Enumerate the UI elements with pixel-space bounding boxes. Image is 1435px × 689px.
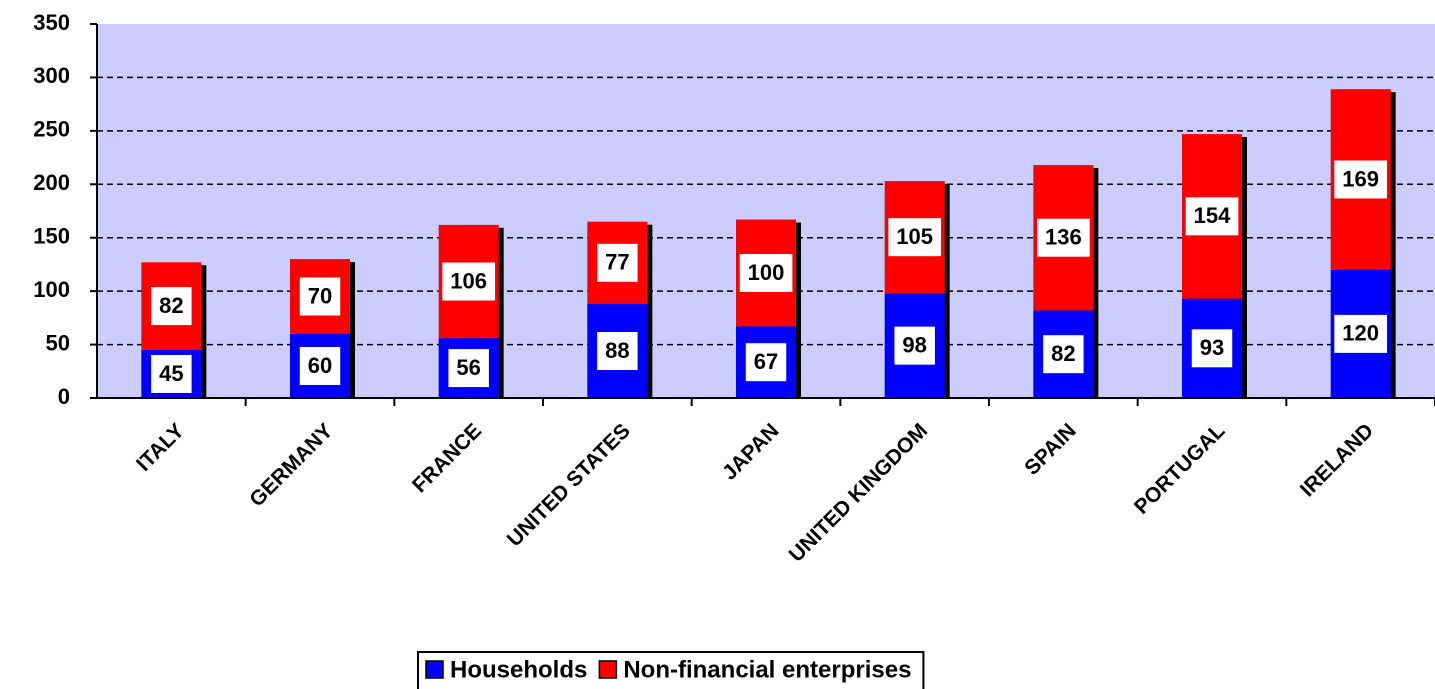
data-label: 67 [745, 343, 787, 382]
x-tick-label: FRANCE [408, 419, 486, 497]
data-label-box [1036, 218, 1090, 257]
data-label-box [1185, 197, 1239, 236]
y-tick-label: 250 [33, 117, 70, 142]
data-label-text: 120 [1342, 321, 1379, 346]
data-label-text: 77 [605, 250, 629, 275]
data-label-box [1334, 160, 1388, 199]
data-label: 56 [448, 349, 489, 388]
data-label-text: 93 [1200, 335, 1224, 360]
data-label-text: 154 [1194, 203, 1231, 228]
data-label-text: 45 [159, 361, 183, 386]
data-label-text: 82 [1051, 341, 1075, 366]
legend-swatch [425, 660, 444, 679]
data-label: 60 [299, 346, 341, 385]
data-label-text: 136 [1045, 225, 1082, 250]
data-label: 98 [894, 326, 935, 365]
data-label: 100 [739, 253, 793, 292]
data-label: 169 [1334, 160, 1388, 199]
y-tick-label: 300 [33, 63, 70, 88]
data-label-text: 98 [902, 332, 926, 357]
data-label: 106 [442, 262, 496, 301]
data-label: 70 [299, 277, 341, 316]
data-label-text: 100 [748, 260, 785, 285]
data-label-box [1334, 314, 1388, 353]
x-tick-label: GERMANY [245, 419, 337, 511]
legend: Households Non-financial enterprises [417, 651, 925, 689]
x-tick-label: UNITED STATES [503, 419, 635, 551]
data-label: 82 [151, 287, 192, 326]
x-tick-label: UNITED KINGDOM [785, 419, 932, 566]
legend-label: Non-financial enterprises [623, 656, 911, 683]
data-label-text: 60 [308, 353, 332, 378]
y-tick-label: 200 [33, 170, 70, 195]
data-label: 136 [1036, 218, 1090, 257]
data-label-text: 70 [308, 283, 332, 308]
data-label-box [894, 326, 935, 365]
data-label-box [1191, 329, 1233, 368]
data-label-text: 67 [754, 349, 778, 374]
data-label-text: 56 [456, 355, 480, 380]
data-label-text: 88 [605, 338, 629, 363]
data-label: 120 [1334, 314, 1388, 353]
y-tick-label: 100 [33, 277, 70, 302]
x-tick-label: JAPAN [718, 419, 783, 484]
data-label: 45 [151, 354, 192, 393]
y-tick-label: 0 [58, 384, 70, 409]
data-label-box [442, 262, 496, 301]
data-label-text: 82 [159, 293, 183, 318]
data-label-box [739, 253, 793, 292]
legend-label: Households [450, 656, 587, 683]
data-label: 93 [1191, 329, 1233, 368]
data-label: 154 [1185, 197, 1239, 236]
x-tick-label: PORTUGAL [1130, 419, 1230, 519]
data-label: 77 [597, 243, 638, 282]
data-label: 82 [1043, 335, 1084, 374]
data-label-box [597, 243, 638, 282]
legend-box [417, 651, 925, 689]
y-tick-label: 50 [46, 330, 70, 355]
x-tick-label: IRELAND [1296, 419, 1378, 501]
x-tick-label: ITALY [132, 419, 189, 476]
x-tick-label: SPAIN [1020, 419, 1081, 480]
y-tick-label: 350 [33, 10, 70, 35]
data-label-text: 169 [1342, 166, 1379, 191]
data-label-box [448, 349, 489, 388]
data-label-box [151, 354, 192, 393]
data-label-box [1043, 335, 1084, 374]
data-label-box [597, 331, 638, 370]
y-tick-label: 150 [33, 224, 70, 249]
data-label-box [888, 218, 942, 257]
data-label-box [151, 287, 192, 326]
data-label: 105 [888, 218, 942, 257]
data-label-box [299, 277, 341, 316]
data-label-text: 105 [896, 224, 933, 249]
data-label-text: 106 [450, 268, 487, 293]
data-label-box [745, 343, 787, 382]
data-label: 88 [597, 331, 638, 370]
legend-swatch [598, 660, 618, 679]
data-label-box [299, 346, 341, 385]
